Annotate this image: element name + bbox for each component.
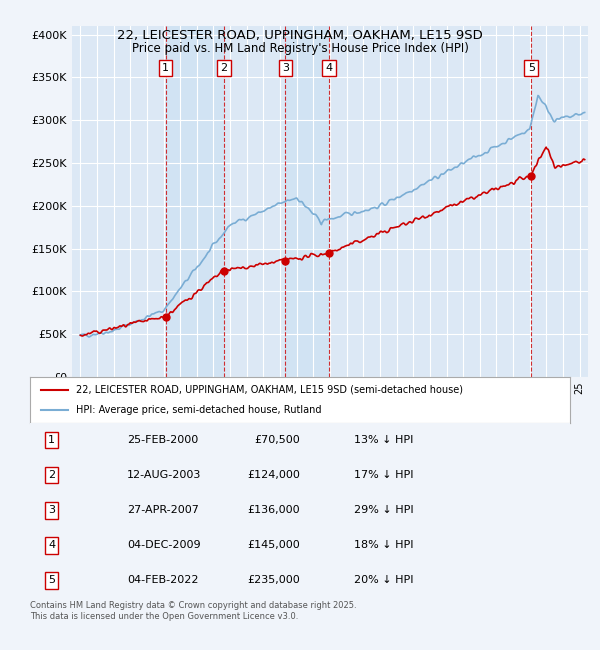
- Text: 29% ↓ HPI: 29% ↓ HPI: [354, 505, 413, 515]
- Text: 1: 1: [162, 63, 169, 73]
- Text: 2: 2: [220, 63, 227, 73]
- Bar: [166, 26, 224, 377]
- Text: 04-DEC-2009: 04-DEC-2009: [127, 540, 201, 551]
- Text: 13% ↓ HPI: 13% ↓ HPI: [354, 435, 413, 445]
- Text: £145,000: £145,000: [247, 540, 300, 551]
- Text: 22, LEICESTER ROAD, UPPINGHAM, OAKHAM, LE15 9SD: 22, LEICESTER ROAD, UPPINGHAM, OAKHAM, L…: [117, 29, 483, 42]
- Text: £235,000: £235,000: [247, 575, 300, 586]
- Text: 5: 5: [528, 63, 535, 73]
- Bar: [286, 26, 329, 377]
- Text: 4: 4: [48, 540, 55, 551]
- Text: 1: 1: [48, 435, 55, 445]
- Text: 25-FEB-2000: 25-FEB-2000: [127, 435, 199, 445]
- Text: 2: 2: [48, 470, 55, 480]
- Text: Price paid vs. HM Land Registry's House Price Index (HPI): Price paid vs. HM Land Registry's House …: [131, 42, 469, 55]
- Text: 4: 4: [325, 63, 332, 73]
- Text: 20% ↓ HPI: 20% ↓ HPI: [354, 575, 413, 586]
- Text: 12-AUG-2003: 12-AUG-2003: [127, 470, 202, 480]
- Text: 17% ↓ HPI: 17% ↓ HPI: [354, 470, 413, 480]
- Text: 27-APR-2007: 27-APR-2007: [127, 505, 199, 515]
- Text: 22, LEICESTER ROAD, UPPINGHAM, OAKHAM, LE15 9SD (semi-detached house): 22, LEICESTER ROAD, UPPINGHAM, OAKHAM, L…: [76, 385, 463, 395]
- Text: £136,000: £136,000: [247, 505, 300, 515]
- Text: 04-FEB-2022: 04-FEB-2022: [127, 575, 199, 586]
- Text: 5: 5: [48, 575, 55, 586]
- Text: £124,000: £124,000: [247, 470, 300, 480]
- Text: 3: 3: [48, 505, 55, 515]
- Text: Contains HM Land Registry data © Crown copyright and database right 2025.
This d: Contains HM Land Registry data © Crown c…: [30, 601, 356, 621]
- Text: £70,500: £70,500: [254, 435, 300, 445]
- Text: 3: 3: [282, 63, 289, 73]
- Text: 18% ↓ HPI: 18% ↓ HPI: [354, 540, 413, 551]
- Text: HPI: Average price, semi-detached house, Rutland: HPI: Average price, semi-detached house,…: [76, 405, 322, 415]
